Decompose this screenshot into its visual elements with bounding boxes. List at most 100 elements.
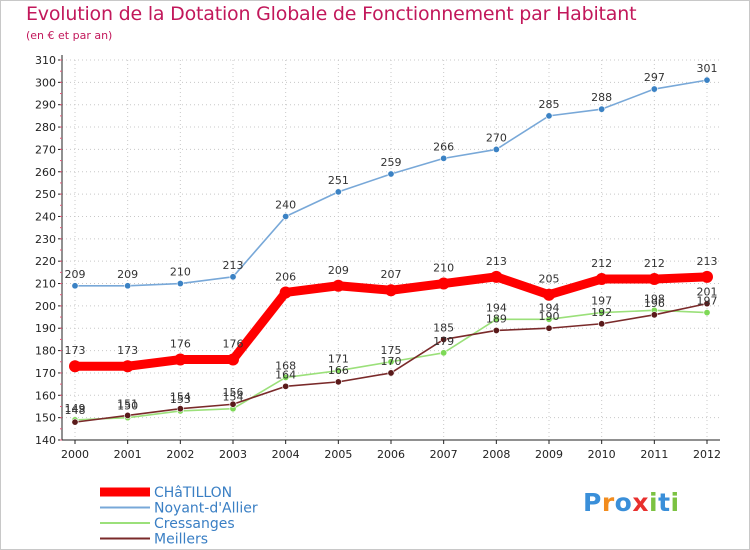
- legend-label-cressanges: Cressanges: [154, 516, 235, 532]
- x-tick-label: 2002: [166, 448, 194, 461]
- data-point-ch-tillon: [595, 273, 608, 286]
- data-point-noyant-d-allier: [387, 170, 395, 178]
- data-label-ch-tillon: 176: [170, 338, 191, 351]
- y-tick-label: 280: [35, 121, 56, 134]
- y-tick-label: 310: [35, 54, 56, 67]
- data-point-noyant-d-allier: [492, 145, 500, 153]
- chart-title: Evolution de la Dotation Globale de Fonc…: [26, 3, 637, 25]
- logo-letter: P: [583, 488, 602, 517]
- data-point-cressanges: [440, 349, 448, 357]
- data-point-meillers: [703, 300, 711, 308]
- x-tick-label: 2011: [640, 448, 668, 461]
- data-label-noyant-d-allier: 209: [65, 268, 86, 281]
- logo-letter: t: [658, 488, 671, 517]
- data-point-meillers: [124, 411, 132, 419]
- data-point-cressanges: [598, 309, 606, 317]
- y-tick-label: 240: [35, 210, 56, 223]
- data-label-meillers: 151: [117, 397, 138, 410]
- data-point-cressanges: [492, 315, 500, 323]
- data-label-cressanges: 153: [170, 393, 191, 406]
- y-tick-label: 150: [35, 412, 56, 425]
- data-point-meillers: [229, 400, 237, 408]
- y-tick-label: 270: [35, 143, 56, 156]
- x-tick-label: 2001: [114, 448, 142, 461]
- chart-subtitle: (en € et par an): [26, 29, 113, 42]
- data-label-ch-tillon: 173: [65, 344, 86, 357]
- x-tick-label: 2008: [482, 448, 510, 461]
- data-point-noyant-d-allier: [440, 154, 448, 162]
- data-point-ch-tillon: [174, 353, 187, 366]
- y-tick-label: 260: [35, 166, 56, 179]
- y-tick-label: 190: [35, 322, 56, 335]
- data-point-ch-tillon: [279, 286, 292, 299]
- data-label-meillers: 185: [433, 321, 454, 334]
- logo-letter: i: [649, 488, 659, 517]
- x-tick-label: 2004: [272, 448, 300, 461]
- data-label-ch-tillon: 212: [644, 257, 665, 270]
- data-label-cressanges: 175: [381, 344, 402, 357]
- x-tick-label: 2003: [219, 448, 247, 461]
- logo-letter: r: [601, 488, 615, 517]
- data-label-meillers: 156: [223, 386, 244, 399]
- data-label-ch-tillon: 173: [117, 344, 138, 357]
- y-tick-label: 230: [35, 233, 56, 246]
- data-point-meillers: [598, 320, 606, 328]
- y-tick-label: 160: [35, 389, 56, 402]
- data-label-meillers: 166: [328, 364, 349, 377]
- data-label-cressanges: 168: [275, 359, 296, 372]
- data-point-cressanges: [387, 358, 395, 366]
- logo-letter: i: [670, 488, 680, 517]
- data-label-noyant-d-allier: 297: [644, 71, 665, 84]
- y-tick-label: 170: [35, 367, 56, 380]
- data-label-meillers: 201: [697, 286, 718, 299]
- y-tick-label: 210: [35, 278, 56, 291]
- data-label-meillers: 189: [486, 312, 507, 325]
- data-point-ch-tillon: [437, 277, 450, 290]
- legend-label-ch-tillon: CHâTILLON: [154, 485, 232, 501]
- data-label-cressanges: 150: [117, 400, 138, 413]
- data-label-cressanges: 198: [644, 292, 665, 305]
- legend-label-noyant-d-allier: Noyant-d'Allier: [154, 501, 258, 517]
- x-tick-label: 2005: [324, 448, 352, 461]
- data-label-noyant-d-allier: 259: [381, 156, 402, 169]
- data-point-meillers: [387, 369, 395, 377]
- data-label-noyant-d-allier: 285: [539, 98, 560, 111]
- legend-label-meillers: Meillers: [154, 532, 208, 548]
- data-point-ch-tillon: [385, 284, 397, 297]
- data-point-meillers: [282, 382, 290, 390]
- data-point-noyant-d-allier: [229, 273, 237, 281]
- data-point-meillers: [545, 324, 553, 332]
- data-point-noyant-d-allier: [124, 282, 132, 290]
- data-label-ch-tillon: 212: [591, 257, 612, 270]
- data-point-cressanges: [334, 367, 342, 375]
- x-tick-label: 2010: [588, 448, 616, 461]
- y-tick-label: 180: [35, 345, 56, 358]
- data-point-ch-tillon: [121, 360, 134, 373]
- y-tick-label: 250: [35, 188, 56, 201]
- data-label-noyant-d-allier: 209: [117, 268, 138, 281]
- data-point-noyant-d-allier: [703, 76, 711, 84]
- data-label-ch-tillon: 213: [486, 255, 507, 268]
- data-point-ch-tillon: [490, 270, 503, 283]
- data-label-ch-tillon: 176: [223, 338, 244, 351]
- data-point-ch-tillon: [701, 270, 713, 283]
- logo-letter: x: [632, 488, 649, 517]
- data-point-ch-tillon: [543, 288, 555, 301]
- data-label-cressanges: 197: [697, 295, 718, 308]
- data-point-ch-tillon: [69, 360, 81, 373]
- data-point-noyant-d-allier: [545, 112, 553, 120]
- y-tick-label: 290: [35, 99, 56, 112]
- data-label-cressanges: 171: [328, 353, 349, 366]
- data-label-noyant-d-allier: 240: [275, 198, 296, 211]
- y-tick-label: 140: [35, 434, 56, 447]
- data-point-ch-tillon: [648, 273, 661, 286]
- data-point-meillers: [492, 326, 500, 334]
- data-point-meillers: [71, 418, 79, 426]
- data-label-ch-tillon: 213: [697, 255, 718, 268]
- data-label-cressanges: 194: [539, 301, 560, 314]
- data-label-noyant-d-allier: 210: [170, 266, 191, 279]
- data-point-ch-tillon: [227, 353, 239, 366]
- x-tick-label: 2007: [430, 448, 458, 461]
- data-label-meillers: 164: [275, 368, 296, 381]
